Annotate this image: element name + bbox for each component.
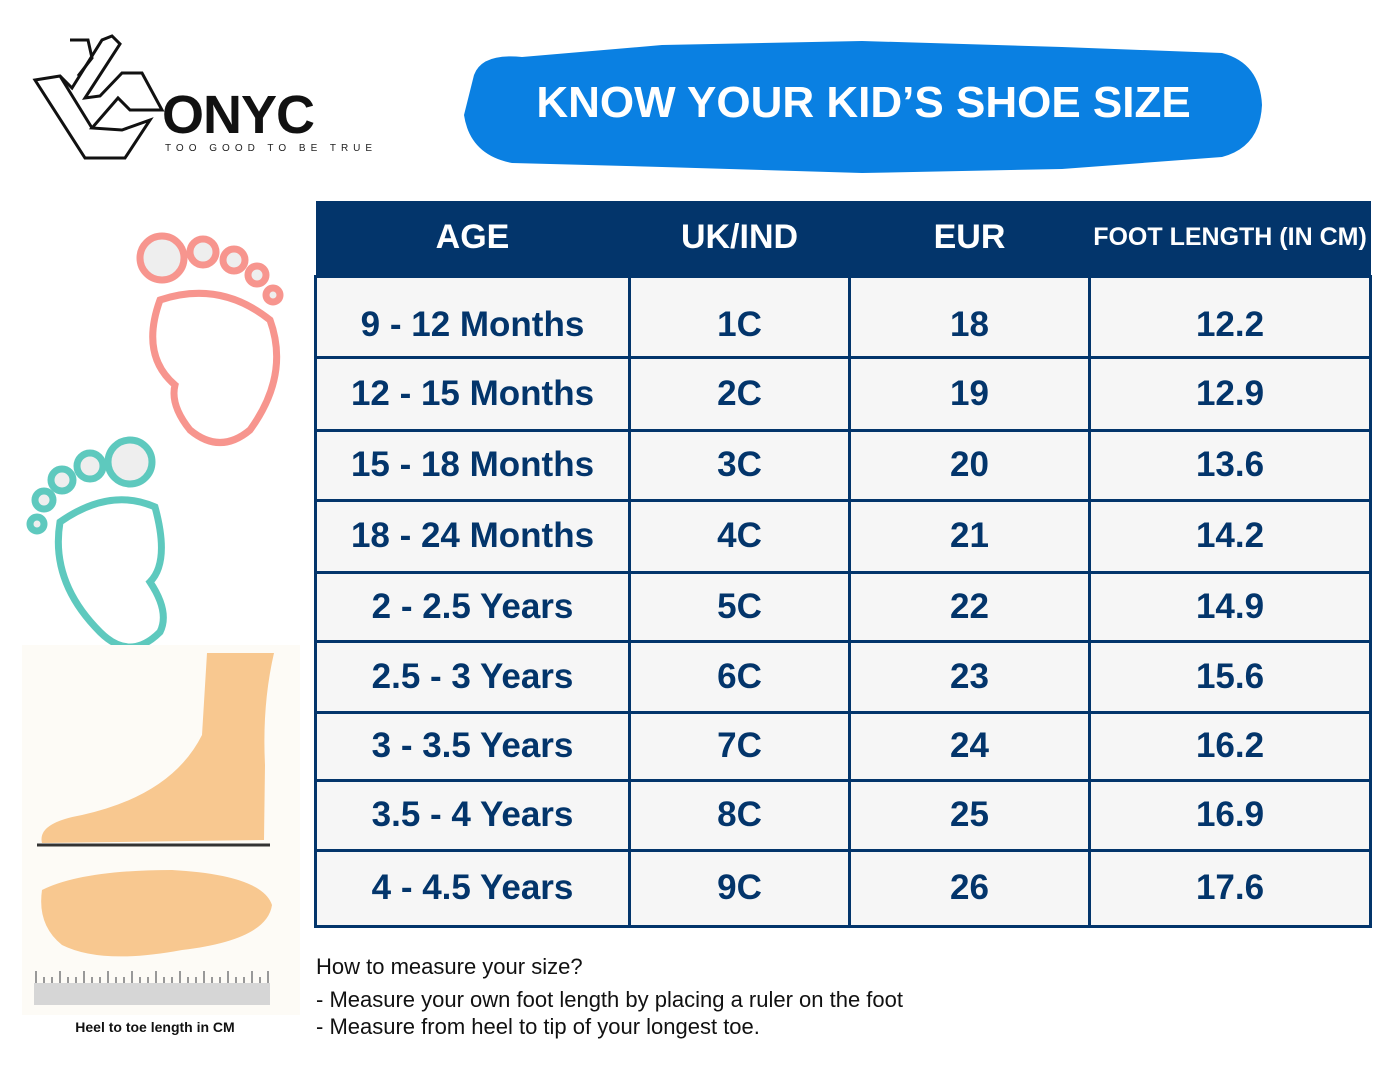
cell-age: 2.5 - 3 Years bbox=[314, 639, 631, 714]
measure-instructions: How to measure your size? - Measure your… bbox=[316, 952, 903, 1039]
cell-foot-length: 15.6 bbox=[1088, 639, 1372, 714]
cell-uk-ind: 2C bbox=[628, 355, 851, 432]
cell-eur: 23 bbox=[848, 639, 1091, 714]
cell-eur: 22 bbox=[848, 570, 1091, 643]
table-row: 9 - 12 Months 1C 18 12.2 bbox=[314, 274, 1372, 359]
cell-foot-length: 16.2 bbox=[1088, 710, 1372, 782]
cell-eur: 19 bbox=[848, 355, 1091, 432]
cell-uk-ind: 9C bbox=[628, 848, 851, 928]
brand-tagline: TOO GOOD TO BE TRUE bbox=[165, 143, 378, 154]
banner-title: KNOW YOUR KID’S SHOE SIZE bbox=[536, 78, 1191, 127]
table-row: 4 - 4.5 Years 9C 26 17.6 bbox=[314, 848, 1372, 928]
onyc-logo-icon bbox=[32, 34, 165, 160]
cell-age: 3.5 - 4 Years bbox=[314, 778, 631, 852]
cell-foot-length: 16.9 bbox=[1088, 778, 1372, 852]
size-chart-table: AGE UK/IND EUR FOOT LENGTH (IN CM) 9 - 1… bbox=[314, 201, 1372, 928]
brand-name: ONYC bbox=[162, 85, 315, 145]
cell-uk-ind: 6C bbox=[628, 639, 851, 714]
cell-eur: 26 bbox=[848, 848, 1091, 928]
table-row: 12 - 15 Months 2C 19 12.9 bbox=[314, 355, 1372, 432]
cell-age: 4 - 4.5 Years bbox=[314, 848, 631, 928]
cell-eur: 25 bbox=[848, 778, 1091, 852]
cell-uk-ind: 1C bbox=[628, 274, 851, 359]
cell-foot-length: 12.9 bbox=[1088, 355, 1372, 432]
table-row: 15 - 18 Months 3C 20 13.6 bbox=[314, 428, 1372, 502]
cell-eur: 18 bbox=[848, 274, 1091, 359]
pink-footprint-icon bbox=[136, 232, 284, 446]
cell-age: 12 - 15 Months bbox=[314, 355, 631, 432]
table-row: 2.5 - 3 Years 6C 23 15.6 bbox=[314, 639, 1372, 714]
instruction-line: - Measure from heel to tip of your longe… bbox=[316, 1014, 760, 1039]
cell-uk-ind: 5C bbox=[628, 570, 851, 643]
cell-foot-length: 12.2 bbox=[1088, 274, 1372, 359]
cell-uk-ind: 8C bbox=[628, 778, 851, 852]
ruler-caption: Heel to toe length in CM bbox=[75, 1019, 235, 1035]
cell-eur: 24 bbox=[848, 710, 1091, 782]
table-row: 3 - 3.5 Years 7C 24 16.2 bbox=[314, 710, 1372, 782]
header-age: AGE bbox=[315, 201, 630, 276]
cell-uk-ind: 7C bbox=[628, 710, 851, 782]
instructions-title: How to measure your size? bbox=[316, 954, 583, 979]
cell-age: 3 - 3.5 Years bbox=[314, 710, 631, 782]
cell-age: 18 - 24 Months bbox=[314, 498, 631, 574]
table-header-row: AGE UK/IND EUR FOOT LENGTH (IN CM) bbox=[315, 201, 1371, 276]
cell-eur: 20 bbox=[848, 428, 1091, 502]
cell-foot-length: 17.6 bbox=[1088, 848, 1372, 928]
foot-measure-illustration bbox=[22, 645, 300, 1015]
teal-footprint-icon bbox=[26, 436, 167, 651]
table-row: 18 - 24 Months 4C 21 14.2 bbox=[314, 498, 1372, 574]
cell-foot-length: 14.2 bbox=[1088, 498, 1372, 574]
cell-foot-length: 14.9 bbox=[1088, 570, 1372, 643]
cell-age: 2 - 2.5 Years bbox=[314, 570, 631, 643]
cell-eur: 21 bbox=[848, 498, 1091, 574]
cell-uk-ind: 3C bbox=[628, 428, 851, 502]
header-uk-ind: UK/IND bbox=[629, 201, 850, 276]
header-foot-length: FOOT LENGTH (IN CM) bbox=[1089, 201, 1371, 276]
cell-age: 15 - 18 Months bbox=[314, 428, 631, 502]
table-row: 2 - 2.5 Years 5C 22 14.9 bbox=[314, 570, 1372, 643]
header-eur: EUR bbox=[849, 201, 1090, 276]
cell-foot-length: 13.6 bbox=[1088, 428, 1372, 502]
table-row: 3.5 - 4 Years 8C 25 16.9 bbox=[314, 778, 1372, 852]
banner-brush-shape bbox=[464, 41, 1262, 173]
cell-age: 9 - 12 Months bbox=[314, 274, 631, 359]
cell-uk-ind: 4C bbox=[628, 498, 851, 574]
instruction-line: - Measure your own foot length by placin… bbox=[316, 987, 904, 1012]
